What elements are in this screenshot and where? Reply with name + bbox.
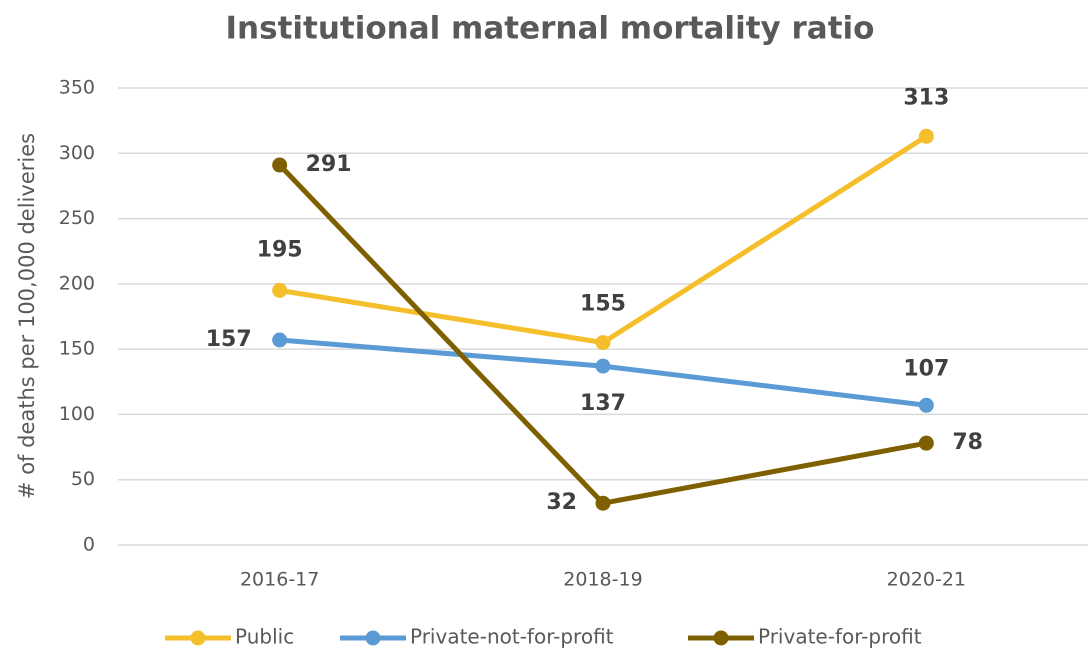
y-tick-label: 50 [71,468,95,490]
legend-label: Private-not-for-profit [410,625,614,649]
point [595,358,611,374]
data-label: 157 [206,327,252,352]
point [595,495,611,511]
data-label: 78 [952,430,983,455]
data-label: 32 [546,490,577,515]
point [918,128,934,144]
y-tick-label: 350 [59,77,95,99]
point [272,157,288,173]
y-tick-label: 150 [59,338,95,360]
chart-title: Institutional maternal mortality ratio [226,11,875,47]
data-label: 155 [580,292,626,317]
point [918,435,934,451]
data-label: 291 [306,152,352,177]
data-label: 313 [903,85,949,110]
y-axis-label: # of deaths per 100,000 deliveries [15,133,39,499]
point [595,335,611,351]
legend-label: Private-for-profit [758,625,922,649]
y-tick-label: 300 [59,142,95,164]
point [918,397,934,413]
legend-marker [190,630,206,646]
y-tick-label: 100 [59,403,95,425]
y-tick-label: 250 [59,207,95,229]
line [277,163,927,506]
point [272,282,288,298]
x-tick-label: 2018-19 [563,569,642,591]
point [272,332,288,348]
data-label: 137 [580,391,626,416]
x-tick-label: 2020-21 [887,569,966,591]
y-tick-label: 0 [83,534,95,556]
data-label: 107 [903,356,949,381]
y-tick-label: 200 [59,272,95,294]
x-tick-label: 2016-17 [240,569,319,591]
legend-marker [365,630,381,646]
legend-label: Public [235,625,294,649]
legend-marker [713,630,729,646]
data-label: 195 [257,237,303,262]
